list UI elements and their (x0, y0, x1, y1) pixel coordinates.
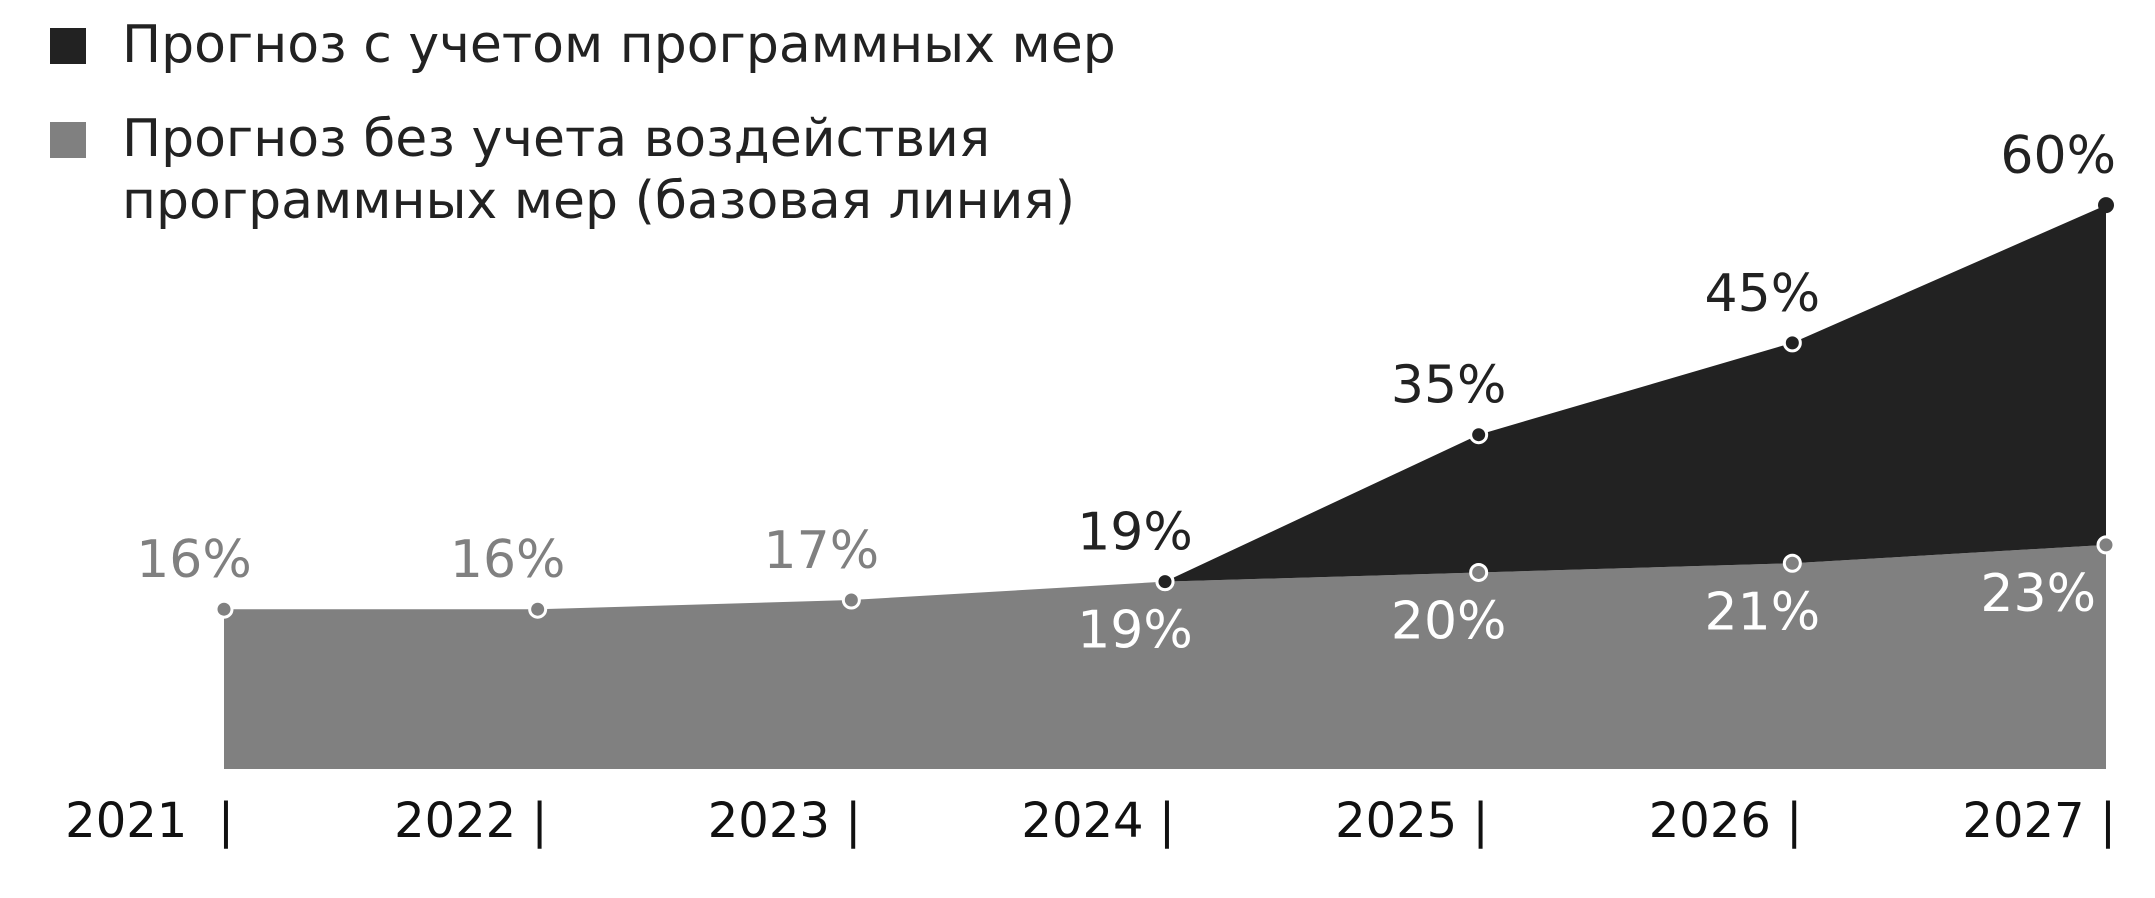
marker (1469, 425, 1489, 445)
x-tick-label: 2027 | (1962, 793, 2116, 849)
data-label: 20% (1391, 591, 1507, 651)
marker (528, 599, 548, 619)
data-label: 60% (2000, 126, 2116, 186)
x-tick-label: 2025 | (1335, 793, 1489, 849)
data-label: 17% (764, 521, 880, 581)
legend-label: Прогноз без учета воздействия программны… (122, 109, 1075, 231)
legend-swatch (50, 122, 86, 158)
data-label: 23% (1980, 564, 2096, 624)
marker (1782, 333, 1802, 353)
legend-label: Прогноз с учетом программных мер (122, 15, 1116, 75)
data-label: 21% (1705, 582, 1821, 642)
legend-item: Прогноз без учета воздействия программны… (50, 108, 1122, 232)
marker (1782, 553, 1802, 573)
data-label: 16% (450, 530, 566, 590)
data-label: 19% (1077, 601, 1193, 661)
x-tick-label: 2022 | (394, 793, 548, 849)
data-label: 45% (1705, 264, 1821, 324)
area (1165, 205, 2106, 582)
data-label: 35% (1391, 356, 1507, 416)
marker (214, 599, 234, 619)
marker (2098, 197, 2114, 214)
marker (1469, 562, 1489, 582)
area (224, 544, 2106, 769)
x-tick-label: 2023 | (708, 793, 862, 849)
x-tick-label: 2021 | (65, 793, 234, 849)
data-label: 16% (136, 530, 252, 590)
marker (841, 590, 861, 610)
legend-swatch (50, 28, 86, 64)
x-tick-label: 2026 | (1649, 793, 1803, 849)
legend-item: Прогноз с учетом программных мер (50, 14, 1122, 76)
data-label: 19% (1077, 503, 1193, 563)
marker (2096, 535, 2116, 555)
marker (1155, 572, 1175, 592)
x-tick-label: 2024 | (1021, 793, 1175, 849)
